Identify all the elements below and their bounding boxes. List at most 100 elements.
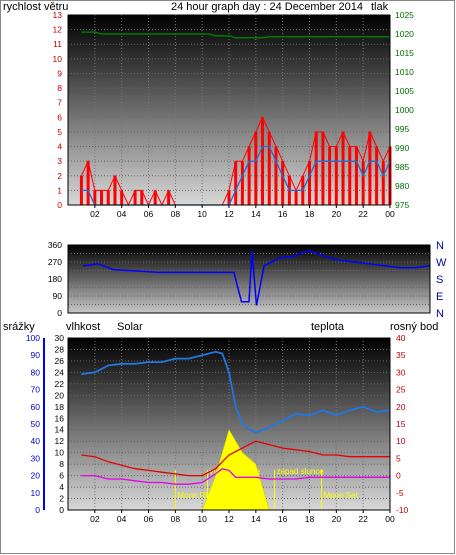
direction-tick-label: 360 xyxy=(48,240,62,250)
dewpoint-line xyxy=(81,467,390,485)
p2-border xyxy=(67,244,431,314)
wind-tick-label: 11 xyxy=(53,39,62,49)
wind-bar xyxy=(133,190,137,205)
wind-tick-label: 10 xyxy=(53,54,63,64)
wind-bar xyxy=(234,161,238,205)
time-tick-label-p1: 06 xyxy=(144,209,154,219)
time-tick-label-p1: 10 xyxy=(197,209,207,219)
wind-bar xyxy=(227,190,231,205)
wind-bar xyxy=(294,190,298,205)
wind-bar xyxy=(274,146,278,205)
pressure-axis-title: tlak xyxy=(371,1,389,13)
wind-bar xyxy=(334,146,338,205)
temperature-tick-label: 10 xyxy=(396,436,406,446)
pressure-tick-label: 995 xyxy=(395,124,409,134)
pressure-tick-label: 1020 xyxy=(395,29,414,39)
compass-label: N xyxy=(436,240,444,252)
time-tick-label-p3: 18 xyxy=(305,514,315,524)
humidity-tick-label: 16 xyxy=(55,413,65,423)
humidity-axis-title: vlhkost xyxy=(66,321,101,333)
compass-label: W xyxy=(436,257,447,269)
pressure-tick-label: 980 xyxy=(395,181,409,191)
wind-bar xyxy=(354,146,358,205)
wind-bar xyxy=(321,131,325,205)
temperature-tick-label: 0 xyxy=(396,471,401,481)
rain-tick-label: 100 xyxy=(26,333,40,343)
wind-direction-line xyxy=(83,249,431,306)
humidity-tick-label: 26 xyxy=(55,356,65,366)
wind-bar xyxy=(308,161,311,205)
dewpoint-axis-title: rosný bod xyxy=(390,321,439,333)
rain-tick-label: 0 xyxy=(35,505,40,515)
wind-bar xyxy=(153,190,157,205)
compass-label: N xyxy=(436,308,444,320)
humidity-tick-label: 18 xyxy=(55,402,65,412)
rain-tick-label: 20 xyxy=(31,471,41,481)
wind-tick-label: 8 xyxy=(57,83,62,93)
direction-tick-label: 0 xyxy=(57,308,62,318)
time-tick-label-p3: 00 xyxy=(385,514,395,524)
chart-title: 24 hour graph day : 24 December 2014 xyxy=(171,1,364,13)
time-tick-label-p3: 02 xyxy=(90,514,100,524)
wind-bar xyxy=(348,146,352,205)
wind-tick-label: 5 xyxy=(57,127,62,137)
humidity-tick-label: 20 xyxy=(55,390,65,400)
temperature-tick-label: 20 xyxy=(396,402,406,412)
wind-bar xyxy=(368,131,372,205)
wind-tick-label: 1 xyxy=(57,185,62,195)
rain-tick-label: 50 xyxy=(31,419,41,429)
rain-tick-label: 40 xyxy=(31,436,41,446)
wind-line xyxy=(80,116,391,207)
wind-bar xyxy=(100,190,104,205)
wind-bar xyxy=(106,190,110,205)
wind-bar xyxy=(113,175,117,205)
wind-bar xyxy=(240,161,244,205)
wind-tick-label: 6 xyxy=(57,112,62,122)
temperature-axis-title: teplota xyxy=(311,321,345,333)
direction-tick-label: 180 xyxy=(48,274,62,284)
time-tick-label-p3: 20 xyxy=(332,514,342,524)
direction-tick-label: 270 xyxy=(48,257,62,267)
temperature-tick-label: 25 xyxy=(396,385,406,395)
rain-tick-label: 60 xyxy=(31,402,41,412)
rain-tick-label: 90 xyxy=(31,350,41,360)
humidity-tick-label: 14 xyxy=(55,425,65,435)
time-tick-label-p1: 14 xyxy=(251,209,261,219)
wind-bar xyxy=(314,131,318,205)
pressure-line xyxy=(81,31,390,39)
temperature-line xyxy=(81,440,390,477)
time-tick-label-p1: 18 xyxy=(305,209,315,219)
humidity-tick-label: 22 xyxy=(55,379,65,389)
compass-label: E xyxy=(436,291,443,303)
wind-bar xyxy=(281,161,285,205)
wind-bar xyxy=(341,131,345,205)
time-tick-label-p1: 08 xyxy=(171,209,181,219)
rain-tick-label: 70 xyxy=(31,385,41,395)
sunrise-label: východ slunce xyxy=(210,467,261,476)
wind-bar xyxy=(381,161,385,205)
time-tick-label-p1: 16 xyxy=(278,209,288,219)
humidity-tick-label: 24 xyxy=(55,367,65,377)
wind-tick-label: 3 xyxy=(57,156,62,166)
time-tick-label-p1: 20 xyxy=(332,209,342,219)
time-tick-label-p1: 12 xyxy=(224,209,234,219)
wind-tick-label: 2 xyxy=(57,171,62,181)
time-tick-label-p3: 08 xyxy=(171,514,181,524)
rain-tick-label: 80 xyxy=(31,367,41,377)
humidity-tick-label: 28 xyxy=(55,344,65,354)
wind-axis-title: rychlost větru xyxy=(3,1,69,13)
temperature-tick-label: 30 xyxy=(396,367,406,377)
time-tick-label-p1: 02 xyxy=(90,209,100,219)
humidity-tick-label: 0 xyxy=(59,505,64,515)
humidity-tick-label: 2 xyxy=(59,494,64,504)
time-tick-label-p1: 22 xyxy=(358,209,368,219)
time-tick-label-p3: 10 xyxy=(197,514,207,524)
temperature-tick-label: -10 xyxy=(396,505,409,515)
wind-tick-label: 9 xyxy=(57,68,62,78)
temperature-tick-label: -5 xyxy=(396,488,404,498)
pressure-tick-label: 1010 xyxy=(395,67,414,77)
wind-tick-label: 12 xyxy=(53,25,63,35)
pressure-tick-label: 990 xyxy=(395,143,409,153)
